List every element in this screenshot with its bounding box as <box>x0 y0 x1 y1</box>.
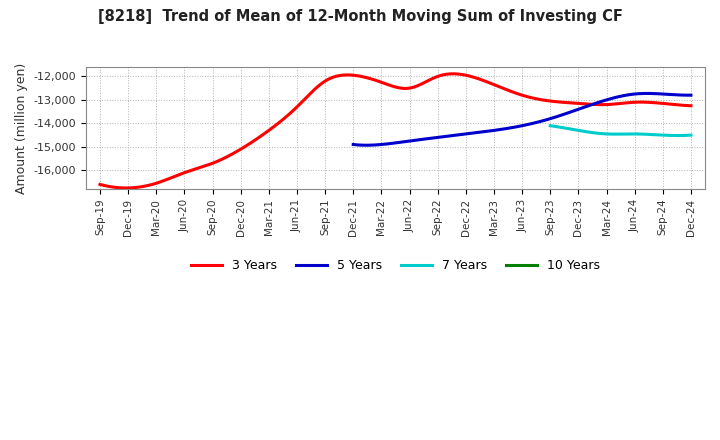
Legend: 3 Years, 5 Years, 7 Years, 10 Years: 3 Years, 5 Years, 7 Years, 10 Years <box>186 254 606 277</box>
Text: [8218]  Trend of Mean of 12-Month Moving Sum of Investing CF: [8218] Trend of Mean of 12-Month Moving … <box>98 9 622 24</box>
Y-axis label: Amount (million yen): Amount (million yen) <box>15 62 28 194</box>
